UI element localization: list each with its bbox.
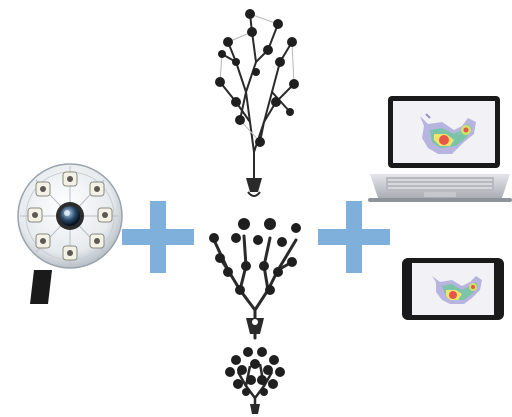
marker-tree-small-icon — [225, 347, 285, 414]
plus-icon — [122, 201, 194, 273]
camera-array-icon — [17, 163, 123, 304]
marker-tree-medium-icon — [209, 218, 301, 340]
pressure-map-laptop — [420, 113, 476, 154]
tablet-icon — [402, 258, 504, 320]
marker-tree-large-icon — [215, 9, 299, 197]
pressure-map-tablet — [432, 276, 482, 304]
plus-icon — [318, 201, 390, 273]
laptop-icon — [368, 96, 512, 202]
